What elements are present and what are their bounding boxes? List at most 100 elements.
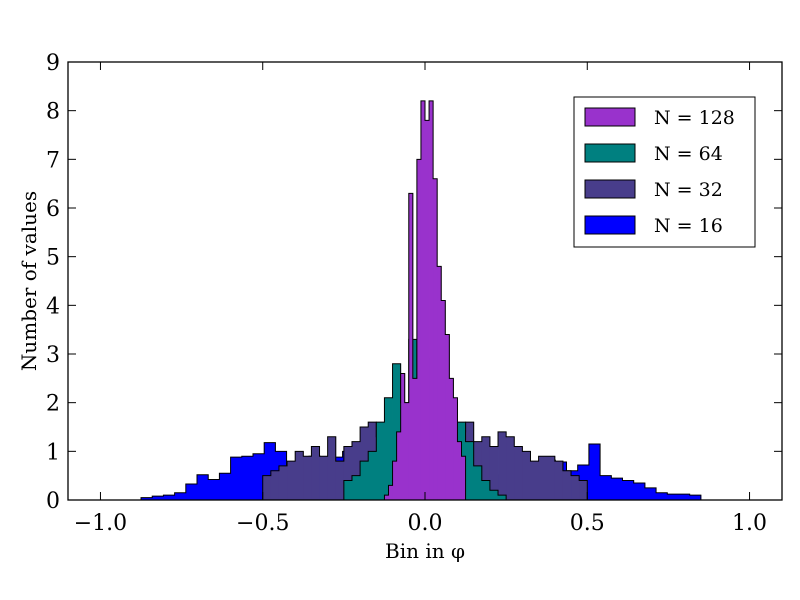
histogram-bar — [579, 480, 588, 500]
series-outline — [383, 100, 467, 500]
x-tick-label: 1.0 — [732, 511, 767, 536]
histogram-bar — [303, 456, 312, 500]
histogram-bar — [376, 422, 385, 500]
histogram-bar — [230, 457, 243, 500]
histogram-bar — [174, 492, 187, 500]
histogram-bar — [197, 474, 209, 500]
histogram-bar — [600, 475, 612, 500]
histogram-bar — [689, 495, 702, 500]
histogram-bar — [388, 485, 393, 500]
histogram-bar — [678, 494, 691, 500]
histogram-bar — [554, 461, 564, 500]
histogram-bar — [219, 473, 231, 500]
histogram-bar — [208, 479, 220, 500]
histogram-bar — [264, 442, 276, 500]
histogram-bar — [295, 451, 304, 500]
histogram-bar — [252, 453, 265, 500]
histogram-bar — [241, 456, 254, 500]
histogram-bar — [588, 444, 601, 500]
histogram-bar — [351, 441, 361, 500]
histogram-bar — [441, 300, 446, 500]
y-tick-label: 8 — [46, 100, 60, 125]
legend-label: N = 128 — [654, 107, 735, 129]
histogram-bar — [445, 334, 450, 500]
legend-swatch — [584, 215, 636, 235]
histogram-bar — [360, 461, 369, 500]
x-tick-label: −0.5 — [236, 511, 289, 536]
histogram-bar — [343, 446, 353, 500]
histogram-bar — [416, 159, 422, 501]
histogram-bar — [420, 100, 426, 500]
chart-legend: N = 128 N = 64 N = 32 N = 16 — [573, 96, 756, 248]
histogram-bar — [644, 487, 657, 500]
histogram-bar — [481, 480, 491, 500]
histogram-bar — [270, 470, 280, 500]
histogram-bar — [396, 431, 402, 500]
histogram-bar — [384, 397, 393, 500]
histogram-bar — [667, 494, 679, 500]
histogram-bar — [481, 436, 491, 500]
histogram-bar — [408, 193, 414, 500]
histogram-bar — [546, 456, 556, 500]
histogram-bar — [633, 482, 646, 500]
histogram-bar — [473, 465, 483, 500]
histogram-bar — [449, 378, 454, 500]
histogram-bar — [425, 120, 430, 501]
legend-swatch — [584, 143, 636, 163]
histogram-bar — [498, 431, 507, 500]
legend-swatch — [584, 179, 636, 199]
y-tick-label: 9 — [46, 51, 60, 76]
histogram-bar — [522, 451, 531, 500]
histogram-bar — [465, 441, 475, 500]
legend-label: N = 64 — [654, 143, 723, 165]
x-tick-label: 0.0 — [408, 511, 443, 536]
histogram-bar — [457, 441, 462, 500]
histogram-bar — [656, 492, 668, 500]
histogram-bar — [262, 475, 272, 500]
histogram-bar — [335, 461, 345, 500]
histogram-bar — [287, 461, 296, 500]
histogram-bar — [571, 475, 580, 500]
y-tick-label: 6 — [46, 197, 60, 222]
axis-ticks: −1.0 −0.5 0.0 0.5 1.0 0 1 2 3 4 5 6 7 8 9 — [46, 51, 782, 536]
x-tick-label: −1.0 — [74, 511, 127, 536]
legend-swatch — [584, 107, 636, 127]
y-tick-label: 7 — [46, 148, 60, 173]
histogram-bar — [278, 465, 288, 500]
histogram-bar — [498, 495, 507, 500]
histogram-bar — [404, 402, 410, 500]
histogram-bar — [461, 456, 466, 500]
histogram-bar — [489, 490, 499, 500]
histogram-bar — [351, 475, 361, 500]
histogram-bar — [433, 178, 438, 501]
y-tick-label: 4 — [46, 294, 60, 319]
histogram-bar — [530, 461, 539, 500]
histogram-bar — [327, 436, 337, 500]
histogram-bar — [311, 446, 320, 500]
histogram-bar — [392, 461, 398, 500]
histogram-bar — [538, 456, 548, 500]
x-axis-label: Bin in φ — [385, 539, 465, 563]
histogram-bars — [140, 100, 702, 501]
y-tick-label: 3 — [46, 343, 60, 368]
x-tick-label: 0.5 — [570, 511, 605, 536]
histogram-bar — [611, 478, 623, 500]
histogram-bar — [437, 266, 442, 500]
y-tick-label: 1 — [46, 440, 60, 465]
legend-label: N = 32 — [654, 179, 723, 201]
y-tick-label: 0 — [46, 489, 60, 514]
histogram-bar — [368, 451, 377, 500]
y-axis-label: Number of values — [17, 191, 41, 371]
y-tick-label: 2 — [46, 392, 60, 417]
histogram-bar — [141, 497, 153, 500]
histogram-bar — [506, 436, 515, 500]
histogram-bar — [429, 100, 434, 500]
histogram-bar — [384, 495, 389, 500]
series-n-128 — [383, 100, 467, 501]
histogram-bar — [152, 496, 164, 500]
histogram-bar — [319, 456, 329, 500]
histogram-bar — [163, 495, 176, 500]
histogram-bar — [622, 480, 635, 500]
